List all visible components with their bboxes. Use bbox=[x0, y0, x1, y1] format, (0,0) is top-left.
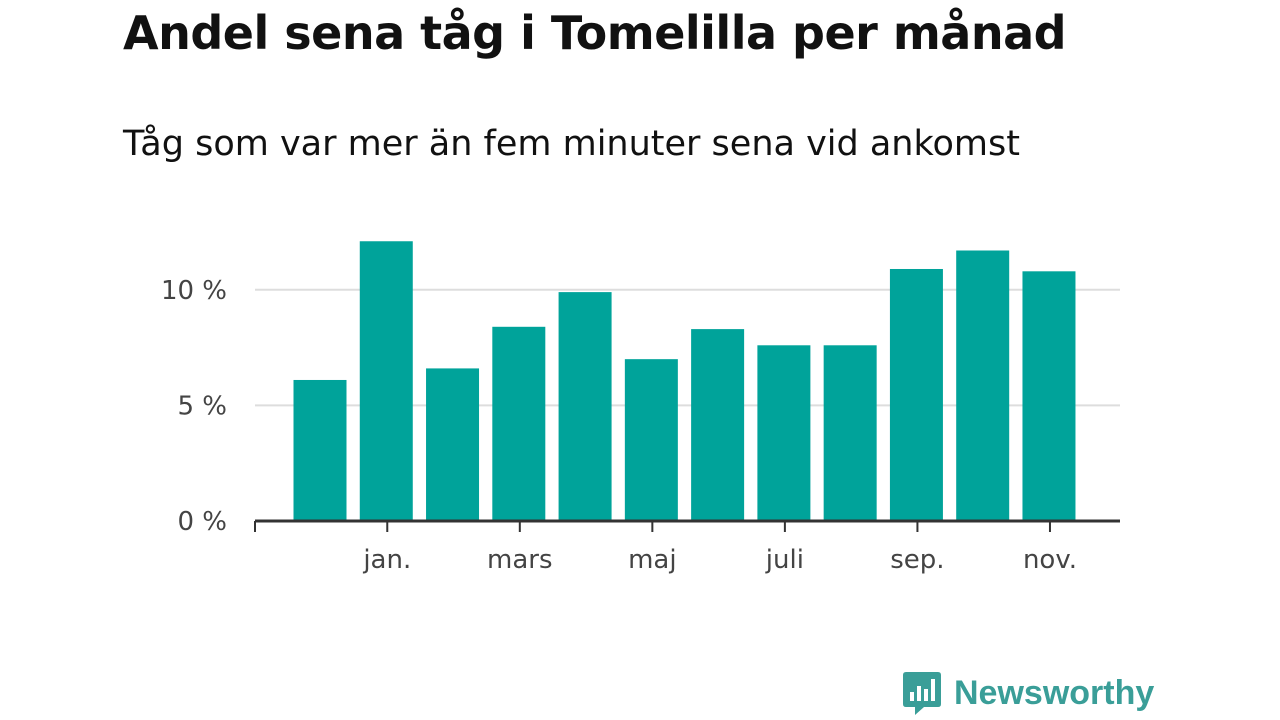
chart-title: Andel sena tåg i Tomelilla per månad bbox=[123, 6, 1067, 60]
newsworthy-logo-icon bbox=[903, 672, 941, 715]
chart-subtitle: Tåg som var mer än fem minuter sena vid … bbox=[123, 124, 1020, 164]
bar-nov bbox=[1022, 271, 1076, 521]
tick-labels: 0 % 5 % 10 % jan. mars maj juli sep. nov. bbox=[161, 276, 1077, 575]
x-tick-label: juli bbox=[765, 545, 804, 575]
y-tick-label: 5 % bbox=[177, 391, 227, 421]
bar-juni bbox=[691, 329, 745, 521]
y-tick-label: 0 % bbox=[177, 507, 227, 537]
x-tick-label: maj bbox=[628, 545, 676, 575]
bar-mars bbox=[492, 326, 546, 521]
bar-apr bbox=[558, 292, 612, 521]
bar-sep bbox=[889, 268, 943, 521]
bar-juli bbox=[757, 345, 811, 521]
brand-name: Newsworthy bbox=[954, 673, 1155, 712]
x-tick-label: nov. bbox=[1023, 545, 1077, 575]
bar-dec bbox=[293, 379, 347, 521]
bar-feb bbox=[426, 368, 480, 521]
x-tick-label: mars bbox=[487, 545, 553, 575]
newsworthy-brand: Newsworthy bbox=[902, 670, 1154, 716]
bar-maj bbox=[624, 359, 678, 521]
bar-jan bbox=[359, 241, 413, 522]
bars bbox=[293, 241, 1076, 522]
x-axis bbox=[254, 519, 1120, 532]
bar-okt bbox=[956, 250, 1010, 521]
x-tick-label: jan. bbox=[362, 545, 411, 575]
x-tick-label: sep. bbox=[890, 545, 944, 575]
bar-aug bbox=[823, 345, 877, 521]
y-tick-label: 10 % bbox=[161, 276, 227, 306]
